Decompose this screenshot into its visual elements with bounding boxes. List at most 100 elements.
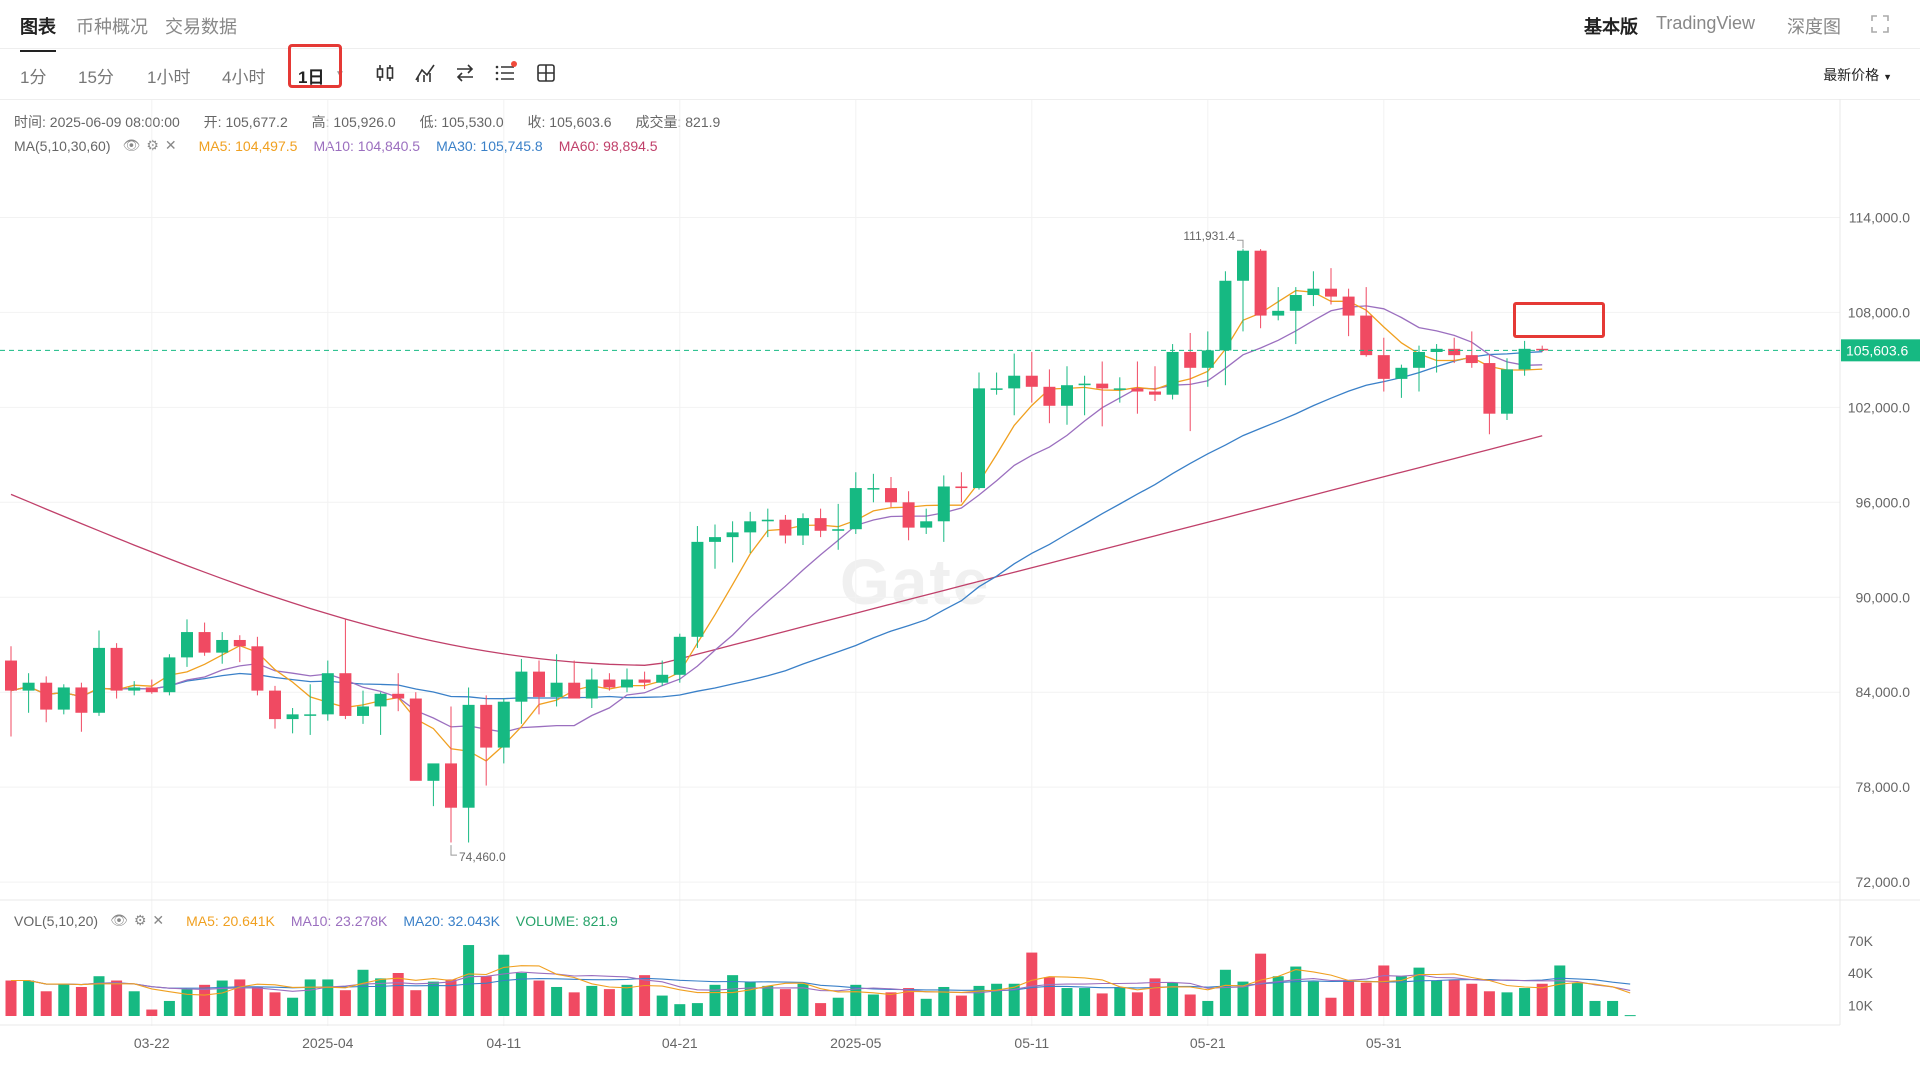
volume-bar <box>1431 980 1443 1016</box>
ma30-value: MA30: 105,745.8 <box>436 137 543 154</box>
candle-body <box>128 687 141 691</box>
candle-body <box>797 518 809 536</box>
volume-bar <box>832 997 844 1016</box>
settings-list-icon[interactable] <box>492 60 518 86</box>
depth-chart-link[interactable]: 深度图 <box>1787 17 1841 37</box>
ma-legend: MA(5,10,30,60) 👁 ⚙ ✕ MA5: 104,497.5 MA10… <box>14 137 658 154</box>
vol-tick-label: 10K <box>1848 997 1874 1013</box>
candle-body <box>726 532 739 538</box>
x-tick-label: 05-21 <box>1190 1035 1226 1051</box>
compare-icon[interactable] <box>452 60 478 86</box>
eye-icon[interactable]: 👁 <box>122 137 141 153</box>
volume-bar <box>480 976 492 1016</box>
close-icon[interactable]: ✕ <box>164 137 177 153</box>
candle-body <box>269 690 281 720</box>
interval-1h[interactable]: 1小时 <box>147 68 191 87</box>
interval-1d[interactable]: 1日 <box>298 68 325 87</box>
volume-bar <box>269 992 281 1016</box>
candle-body <box>1518 348 1531 370</box>
volume-bar <box>1114 986 1126 1016</box>
volume-bar <box>1554 965 1566 1016</box>
vol-eye-icon[interactable]: 👁 <box>110 912 128 928</box>
interval-1m[interactable]: 1分 <box>20 68 47 87</box>
volume-bar <box>1202 1000 1214 1016</box>
candle-body <box>1342 296 1355 316</box>
vol-close-icon[interactable]: ✕ <box>152 912 165 928</box>
tab-coin-overview[interactable]: 币种概况 <box>76 17 148 37</box>
candle-type-icon[interactable] <box>372 60 398 86</box>
volume-bar <box>1483 991 1495 1016</box>
tab-chart[interactable]: 图表 <box>20 13 56 52</box>
ma5-line <box>10 289 1543 762</box>
volume-bar <box>1501 992 1513 1016</box>
candle-body <box>656 674 669 683</box>
candle-body <box>1149 391 1161 395</box>
settings-icon[interactable]: ⚙ <box>146 137 159 153</box>
candle-body <box>480 704 493 748</box>
volume-bar <box>779 989 791 1016</box>
interval-15m[interactable]: 15分 <box>78 68 114 87</box>
candle-body <box>1061 385 1073 406</box>
basic-version-link[interactable]: 基本版 <box>1584 17 1638 37</box>
x-tick-label: 2025-04 <box>302 1035 354 1051</box>
volume-bar <box>463 945 475 1016</box>
volume-bar <box>1096 993 1108 1016</box>
candle-body <box>181 632 193 658</box>
candle-body <box>1254 250 1267 316</box>
candle-body <box>779 519 792 536</box>
candle-body <box>286 714 299 720</box>
price-type-label: 最新价格 <box>1823 67 1880 83</box>
volume-bar <box>1519 988 1531 1016</box>
candle-body <box>832 529 845 531</box>
volume-bar <box>5 980 17 1016</box>
indicator-icon[interactable] <box>412 60 438 86</box>
volume-bar <box>903 988 915 1016</box>
volume-bar <box>656 995 668 1016</box>
low-marker-label: 74,460.0 <box>459 850 506 864</box>
volume-bar <box>1607 1000 1619 1016</box>
candle-body <box>1536 348 1549 351</box>
volume-bar <box>287 997 299 1016</box>
candle-body <box>568 682 581 699</box>
layout-icon[interactable] <box>533 60 559 86</box>
volume-bar <box>23 980 35 1016</box>
high-marker-label-pointer <box>1237 239 1244 249</box>
candle-body <box>22 682 35 691</box>
ma10-line <box>10 305 1543 733</box>
volume-bar <box>744 981 756 1016</box>
candle-body <box>357 706 369 716</box>
volume-bar <box>445 979 457 1016</box>
candle-body <box>937 486 950 522</box>
candle-body <box>427 763 440 781</box>
ohlc-close: 收: 105,603.6 <box>527 114 612 130</box>
candle-body <box>515 671 528 702</box>
x-tick-label: 03-22 <box>134 1035 170 1051</box>
x-tick-label: 05-31 <box>1366 1035 1402 1051</box>
tradingview-link[interactable]: TradingView <box>1656 13 1756 33</box>
volume-bar <box>199 984 211 1016</box>
volume-bar <box>586 985 598 1016</box>
vol-tick-label: 70K <box>1848 933 1874 949</box>
vol-tick-label: 40K <box>1848 965 1874 981</box>
candle-body <box>75 687 88 713</box>
price-type-select[interactable]: 最新价格 ▼ <box>1823 65 1892 85</box>
interval-highlight-box <box>288 44 342 88</box>
candlestick-chart[interactable]: 105,603.6 114,000.0 108,000.0 102,000.0 96,0… <box>0 99 1920 1080</box>
fullscreen-icon[interactable] <box>1870 14 1890 34</box>
interval-4h[interactable]: 4小时 <box>222 68 266 87</box>
volume-bar <box>1255 953 1267 1016</box>
vol-ma10-line <box>11 971 1631 994</box>
tab-trade-data[interactable]: 交易数据 <box>165 17 237 37</box>
candle-body <box>1325 288 1337 297</box>
candle-body <box>1184 351 1197 368</box>
volume-bar <box>850 984 862 1016</box>
volume-bar <box>181 989 193 1016</box>
candle-body <box>744 521 757 533</box>
candle-body <box>1025 375 1038 387</box>
volume-bar <box>93 976 105 1016</box>
volume-bar <box>357 969 369 1016</box>
candle-body <box>621 679 633 688</box>
candle-body <box>1360 315 1373 356</box>
volume-bar <box>515 973 527 1016</box>
vol-settings-icon[interactable]: ⚙ <box>133 912 147 928</box>
